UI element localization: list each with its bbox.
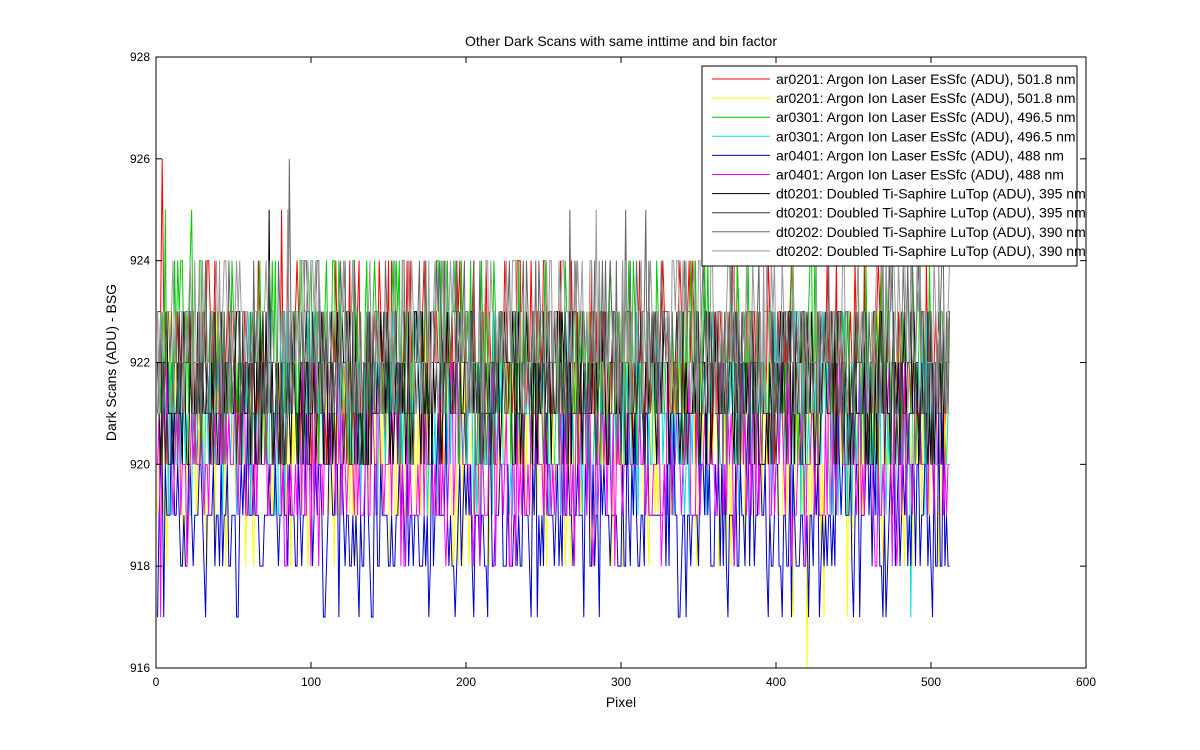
x-tick-label: 200 xyxy=(456,675,476,689)
y-tick-label: 920 xyxy=(130,457,150,471)
y-tick-label: 918 xyxy=(130,559,150,573)
series-line-9 xyxy=(157,158,951,465)
y-tick-label: 928 xyxy=(130,50,150,64)
legend-label: ar0301: Argon Ion Laser EsSfc (ADU), 496… xyxy=(776,109,1076,125)
x-tick-label: 600 xyxy=(1076,675,1096,689)
y-axis-label: Dark Scans (ADU) - BSG xyxy=(103,284,119,441)
x-tick-label: 0 xyxy=(153,675,160,689)
series-layer xyxy=(157,158,951,668)
legend-label: dt0201: Doubled Ti-Saphire LuTop (ADU), … xyxy=(776,205,1086,221)
series-line-10 xyxy=(157,209,951,414)
legend-label: dt0202: Doubled Ti-Saphire LuTop (ADU), … xyxy=(776,243,1086,259)
series-line-5 xyxy=(157,412,950,618)
legend: ar0201: Argon Ion Laser EsSfc (ADU), 501… xyxy=(701,65,1086,267)
legend-label: ar0201: Argon Ion Laser EsSfc (ADU), 501… xyxy=(776,90,1076,106)
legend-label: ar0401: Argon Ion Laser EsSfc (ADU), 488… xyxy=(776,167,1064,183)
y-tick-label: 922 xyxy=(130,356,150,370)
x-tick-label: 400 xyxy=(766,675,786,689)
x-axis-ticks: 0 100 200 300 400 500 600 xyxy=(153,57,1096,689)
legend-label: dt0201: Doubled Ti-Saphire LuTop (ADU), … xyxy=(776,186,1086,202)
y-axis-ticks: 916 918 920 922 924 926 928 xyxy=(130,50,1086,675)
legend-label: ar0301: Argon Ion Laser EsSfc (ADU), 496… xyxy=(776,128,1076,144)
y-tick-label: 924 xyxy=(130,254,150,268)
legend-label: ar0401: Argon Ion Laser EsSfc (ADU), 488… xyxy=(776,147,1064,163)
chart-title: Other Dark Scans with same inttime and b… xyxy=(465,33,777,49)
x-tick-label: 500 xyxy=(921,675,941,689)
legend-box xyxy=(701,65,1078,267)
y-tick-label: 916 xyxy=(130,661,150,675)
y-tick-label: 926 xyxy=(130,152,150,166)
legend-label: dt0202: Doubled Ti-Saphire LuTop (ADU), … xyxy=(776,224,1086,240)
x-tick-label: 100 xyxy=(301,675,321,689)
x-axis-label: Pixel xyxy=(606,694,636,710)
x-tick-label: 300 xyxy=(611,675,631,689)
legend-label: ar0201: Argon Ion Laser EsSfc (ADU), 501… xyxy=(776,71,1076,87)
